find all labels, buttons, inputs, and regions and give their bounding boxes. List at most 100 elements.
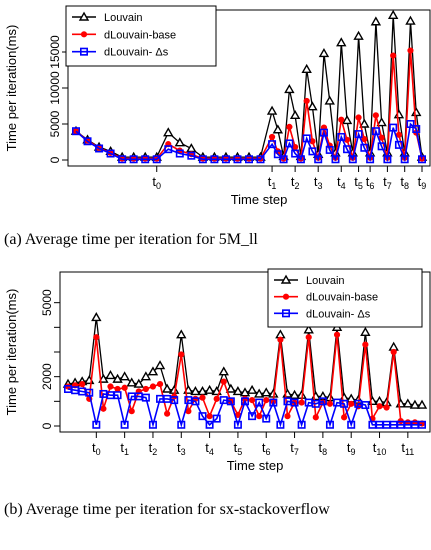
- data-point: [233, 420, 242, 429]
- data-point: [377, 142, 386, 151]
- data-point: [336, 37, 347, 47]
- y-tick-label: 10000: [48, 71, 62, 105]
- data-point: [148, 420, 157, 429]
- legend-label: dLouvain-base: [104, 29, 176, 41]
- data-point: [301, 63, 312, 73]
- x-tick-label: t8: [400, 174, 409, 191]
- data-point: [118, 155, 127, 164]
- data-point: [303, 324, 314, 334]
- data-point: [174, 137, 186, 147]
- data-point: [372, 112, 379, 119]
- x-tick-label: t2: [149, 440, 158, 457]
- data-point: [308, 147, 317, 156]
- data-point: [297, 420, 306, 429]
- data-point: [400, 155, 409, 164]
- data-point: [298, 399, 305, 406]
- chart-a: 0 5000 10000 15000 Time per iteration(ms) t0 t…: [4, 5, 431, 207]
- data-point: [389, 123, 398, 132]
- data-point: [72, 127, 81, 136]
- x-tick-label: t0: [152, 174, 161, 191]
- x-tick-label: t4: [337, 174, 346, 191]
- data-point: [221, 155, 230, 164]
- data-point: [105, 370, 116, 380]
- data-point: [83, 137, 92, 146]
- data-point: [360, 143, 369, 152]
- data-point: [152, 155, 161, 164]
- data-point: [246, 384, 258, 394]
- data-point: [347, 420, 356, 429]
- data-point: [319, 128, 328, 137]
- legend-marker: [78, 11, 90, 21]
- data-point: [417, 420, 426, 429]
- data-point: [220, 378, 227, 385]
- data-point: [276, 420, 285, 429]
- x-tick-label: t4: [205, 440, 214, 457]
- data-point: [79, 380, 86, 388]
- data-point: [307, 101, 318, 111]
- y-axis-label: Time per iteration(ms): [4, 289, 19, 416]
- data-point: [133, 378, 145, 388]
- data-point: [376, 117, 387, 127]
- data-point: [273, 150, 282, 159]
- data-point: [106, 149, 115, 158]
- x-tick-label: t7: [290, 440, 299, 457]
- data-point: [314, 155, 323, 164]
- caption-b: (b) Average time per iteration for sx-st…: [4, 501, 330, 518]
- data-point: [178, 351, 185, 358]
- data-point: [147, 366, 159, 376]
- data-point: [126, 377, 137, 387]
- data-point: [266, 105, 278, 115]
- data-point: [360, 326, 371, 336]
- data-point: [199, 394, 206, 401]
- data-point: [177, 420, 186, 429]
- data-point: [245, 155, 254, 164]
- data-point: [331, 155, 340, 164]
- data-point: [197, 386, 208, 396]
- data-point: [402, 398, 414, 408]
- data-point: [406, 120, 415, 129]
- data-point: [149, 383, 157, 390]
- data-point: [233, 155, 242, 164]
- data-point: [239, 387, 251, 397]
- legend-marker: [80, 31, 88, 38]
- data-point: [204, 384, 215, 394]
- data-point: [129, 155, 138, 164]
- data-point: [348, 400, 355, 407]
- data-point: [226, 397, 235, 406]
- x-tick-label: t0: [92, 440, 101, 457]
- data-point: [303, 97, 310, 105]
- legend-marker: [80, 47, 89, 56]
- x-tick-label: t10: [373, 440, 387, 457]
- data-point: [141, 155, 150, 164]
- y-tick-label: 15000: [48, 35, 62, 69]
- data-point: [337, 132, 346, 141]
- legend-marker: [280, 274, 292, 284]
- data-point: [206, 413, 213, 420]
- data-point: [362, 341, 369, 348]
- data-point: [284, 84, 295, 94]
- data-point: [100, 405, 107, 412]
- legend-box: [65, 5, 217, 67]
- data-point: [241, 397, 250, 406]
- data-point: [333, 331, 341, 338]
- data-point: [361, 136, 368, 143]
- data-point: [93, 334, 100, 341]
- x-tick-label: t9: [347, 440, 356, 457]
- data-point: [341, 114, 353, 125]
- data-point: [390, 52, 397, 59]
- data-point: [393, 109, 405, 119]
- data-point: [119, 371, 130, 381]
- x-tick-label: t6: [262, 440, 271, 457]
- data-point: [187, 151, 196, 160]
- data-point: [318, 48, 330, 58]
- data-point: [371, 127, 380, 136]
- data-point: [318, 397, 327, 406]
- data-point: [411, 107, 422, 117]
- legend-marker: [282, 293, 290, 300]
- data-point: [395, 131, 403, 138]
- data-point: [128, 408, 135, 415]
- data-point: [112, 373, 123, 383]
- data-point: [218, 366, 229, 376]
- x-tick-label: t3: [314, 174, 323, 191]
- data-point: [107, 383, 114, 390]
